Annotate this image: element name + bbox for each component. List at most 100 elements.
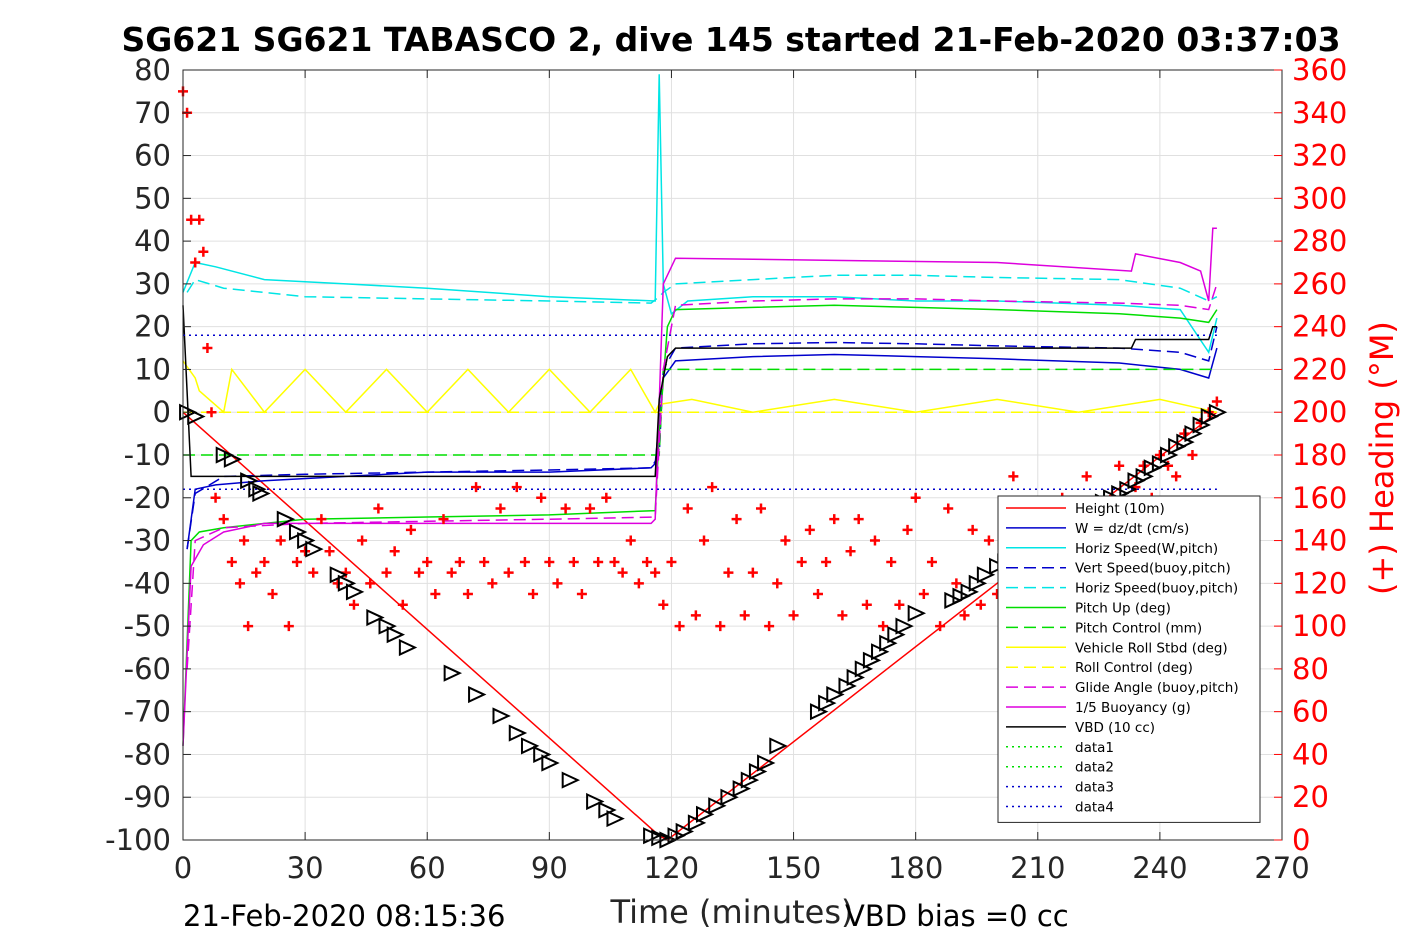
heading-marker (812, 589, 823, 600)
heading-marker (503, 567, 514, 578)
y2-tick-label: 20 (1292, 780, 1329, 814)
legend-entry: Glide Angle (buoy,pitch) (1075, 680, 1239, 696)
y2-tick-label: 0 (1292, 823, 1310, 857)
heading-marker (414, 567, 425, 578)
y-tick-label: 10 (134, 352, 171, 386)
heading-marker (690, 610, 701, 621)
heading-marker (821, 556, 832, 567)
heading-marker (381, 567, 392, 578)
depth-marker (606, 810, 625, 828)
y2-tick-label: 340 (1292, 96, 1347, 130)
footer-vbd-bias: VBD bias =0 cc (845, 899, 1069, 933)
y2-tick-label: 260 (1292, 267, 1347, 301)
heading-marker (983, 535, 994, 546)
y2-tick-label: 120 (1292, 566, 1347, 600)
heading-marker (642, 556, 653, 567)
heading-marker (259, 556, 270, 567)
legend-box (997, 495, 1261, 823)
y-tick-label: 80 (134, 53, 171, 87)
heading-marker (365, 578, 376, 589)
x-tick-label: 150 (766, 851, 821, 885)
depth-marker (907, 604, 927, 622)
legend-entry: Horiz Speed(buoy,pitch) (1075, 581, 1238, 597)
heading-marker (454, 556, 465, 567)
series-line-glide-angle-buoy-pitch (186, 283, 1218, 669)
heading-marker (194, 214, 205, 225)
heading-marker (495, 503, 506, 514)
heading-marker (560, 503, 571, 514)
legend-entry: data3 (1075, 780, 1114, 796)
x-tick-label: 210 (1010, 851, 1065, 885)
x-tick-label: 240 (1132, 851, 1187, 885)
depth-marker (561, 771, 581, 789)
depth-marker (826, 685, 845, 704)
y-tick-label: 60 (134, 139, 171, 173)
depth-marker (976, 566, 996, 584)
x-tick-label: 0 (174, 851, 192, 885)
series-lines (182, 74, 1218, 841)
heading-marker (853, 514, 864, 525)
heading-marker (389, 546, 400, 557)
y-tick-label: 70 (134, 96, 171, 130)
heading-marker (666, 556, 677, 567)
legend: Height (10m) W = dz/dt (cm/s) Horiz Speed(… (997, 495, 1261, 823)
y-tick-label: -70 (124, 695, 171, 729)
y-tick-label: -30 (124, 524, 171, 558)
heading-marker (764, 621, 775, 632)
heading-marker (975, 599, 986, 610)
heading-marker (1154, 450, 1165, 460)
heading-marker (446, 567, 457, 578)
heading-marker (239, 535, 250, 546)
series-line-horiz-speed-buoy-pitch (186, 274, 1218, 304)
heading-marker (536, 492, 547, 503)
heading-marker (234, 578, 245, 589)
y2-tick-label: 220 (1292, 352, 1347, 386)
legend-entry: data2 (1075, 760, 1114, 776)
x-tick-label: 120 (644, 851, 699, 885)
heading-marker (544, 556, 555, 567)
heading-marker (1171, 471, 1182, 482)
y-tick-label: -60 (124, 652, 171, 686)
heading-marker (528, 589, 539, 600)
heading-marker (707, 482, 718, 493)
heading-marker (251, 567, 262, 578)
heading-marker (593, 556, 604, 567)
heading-marker (902, 524, 913, 535)
heading-marker (511, 482, 522, 493)
depth-marker (468, 685, 487, 704)
heading-marker (438, 514, 449, 525)
heading-marker (324, 546, 335, 557)
x-tick-label: 180 (888, 851, 943, 885)
series-line-vert-speed-buoy-pitch (186, 326, 1218, 550)
heading-marker (1211, 396, 1222, 407)
depth-marker (541, 754, 560, 772)
heading-marker (422, 556, 433, 567)
heading-marker (772, 578, 783, 589)
heading-marker (617, 567, 628, 578)
heading-marker (210, 492, 221, 503)
heading-marker (519, 556, 530, 567)
footer-timestamp: 21-Feb-2020 08:15:36 (183, 899, 505, 933)
heading-marker (243, 621, 254, 632)
x-tick-label: 270 (1254, 851, 1309, 885)
heading-marker (837, 610, 848, 621)
legend-entry: VBD (10 cc) (1075, 720, 1155, 736)
heading-marker (861, 599, 872, 610)
heading-marker (967, 524, 978, 535)
heading-marker (308, 567, 319, 578)
x-ticks: 0 30 60 90 120 150 180 210 240 270 (174, 70, 1310, 885)
heading-marker (357, 535, 368, 546)
heading-marker (650, 567, 661, 578)
series-line-1-5-buoyancy-g (182, 227, 1217, 746)
y-tick-label: -50 (124, 609, 171, 643)
heading-marker (283, 621, 294, 632)
heading-marker (780, 535, 791, 546)
heading-marker (373, 503, 384, 514)
depth-marker (586, 792, 605, 811)
y2-tick-label: 160 (1292, 481, 1347, 515)
depth-marker (720, 788, 739, 806)
y2-tick-label: 360 (1292, 53, 1347, 87)
depth-marker (398, 638, 418, 657)
heading-marker (796, 556, 807, 567)
heading-marker (658, 599, 669, 610)
